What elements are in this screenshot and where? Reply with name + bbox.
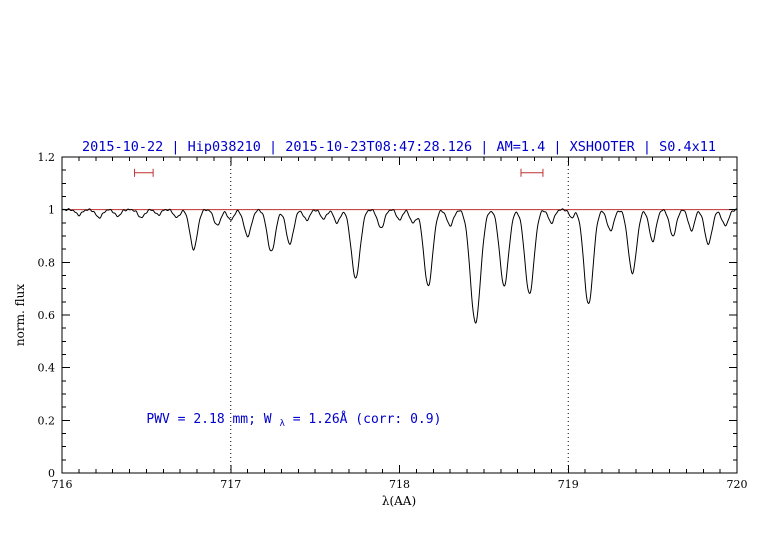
y-tick-label: 0.6 bbox=[38, 309, 56, 322]
x-tick-label: 718 bbox=[389, 478, 410, 491]
x-tick-label: 716 bbox=[52, 478, 73, 491]
tick-labels-layer: 716 717 718 719 720 0 0.2 0.4 0.6 0.8 1 1.2 bbox=[38, 151, 748, 491]
x-tick-label: 720 bbox=[727, 478, 748, 491]
y-tick-label: 0.4 bbox=[38, 362, 56, 375]
pwv-annotation: PWV = 2.18 mm; W λ = 1.26Å (corr: 0.9) bbox=[146, 411, 441, 430]
y-tick-label: 1 bbox=[48, 204, 55, 217]
y-tick-label: 0.2 bbox=[38, 414, 56, 427]
y-tick-label: 0 bbox=[48, 467, 55, 480]
annotation-suffix: = 1.26Å (corr: 0.9) bbox=[293, 411, 442, 427]
y-axis-label: norm. flux bbox=[13, 284, 27, 346]
axis-ticks-layer bbox=[61, 156, 738, 474]
spectrum-line-layer bbox=[61, 208, 738, 324]
region-markers-layer bbox=[134, 168, 544, 177]
x-tick-label: 717 bbox=[220, 478, 241, 491]
y-tick-label: 0.8 bbox=[38, 256, 56, 269]
x-axis-label: λ(AA) bbox=[382, 494, 416, 508]
x-tick-label: 719 bbox=[558, 478, 579, 491]
annotation-prefix: PWV = 2.18 mm; W bbox=[146, 412, 271, 427]
y-tick-label: 1.2 bbox=[38, 151, 56, 164]
annotation-subscript: λ bbox=[279, 419, 285, 429]
spectrum-line bbox=[61, 208, 738, 324]
chart-title: 2015-10-22 | Hip038210 | 2015-10-23T08:4… bbox=[82, 139, 716, 155]
